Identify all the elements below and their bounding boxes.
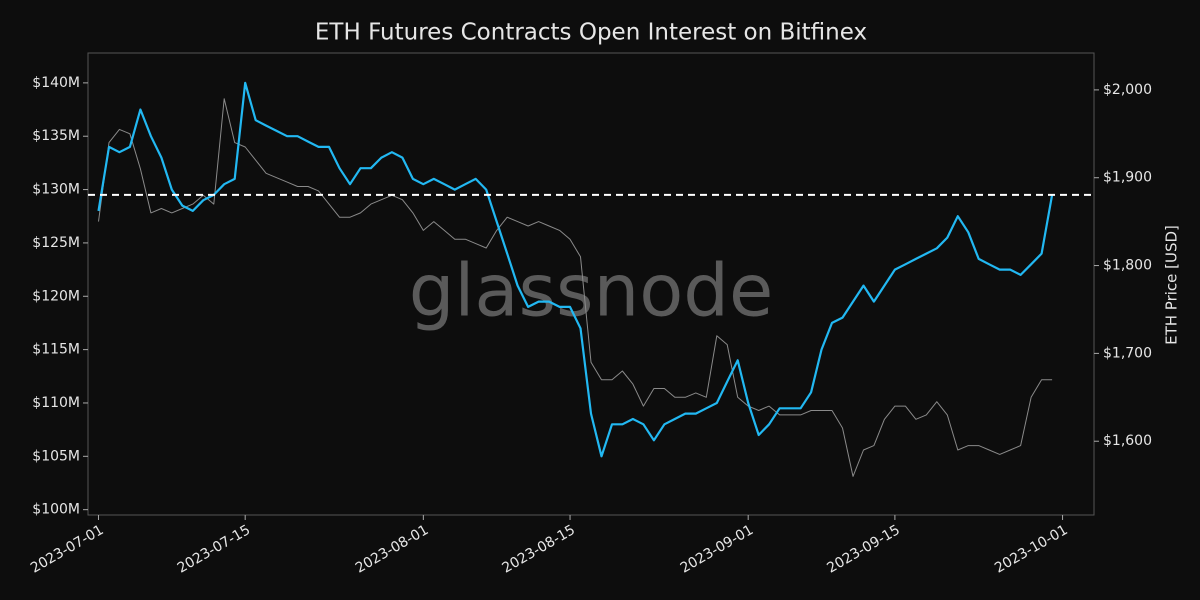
y-tick-label: $110M <box>32 395 80 411</box>
y2-tick-label: $1,900 <box>1103 170 1152 186</box>
y-tick-label: $105M <box>32 448 80 464</box>
y-tick-label: $100M <box>32 502 80 518</box>
y-tick-label: $140M <box>32 75 80 91</box>
y2-tick-label: $2,000 <box>1103 82 1152 98</box>
y-tick-label: $135M <box>32 128 80 144</box>
y-tick-label: $120M <box>32 288 80 304</box>
chart-title: ETH Futures Contracts Open Interest on B… <box>315 20 867 46</box>
watermark: glassnode <box>409 249 774 333</box>
y2-tick-label: $1,800 <box>1103 258 1152 274</box>
plot-frame <box>87 52 1095 516</box>
open-interest-line <box>97 81 1054 458</box>
y-tick-label: $125M <box>32 235 80 251</box>
y2-tick-label: $1,600 <box>1103 433 1152 449</box>
y-tick-label: $130M <box>32 182 80 198</box>
y-tick-label: $115M <box>32 342 80 358</box>
price-line <box>98 98 1053 477</box>
y2-axis-label: ETH Price [USD] <box>1163 225 1181 345</box>
y2-tick-label: $1,700 <box>1103 345 1152 361</box>
